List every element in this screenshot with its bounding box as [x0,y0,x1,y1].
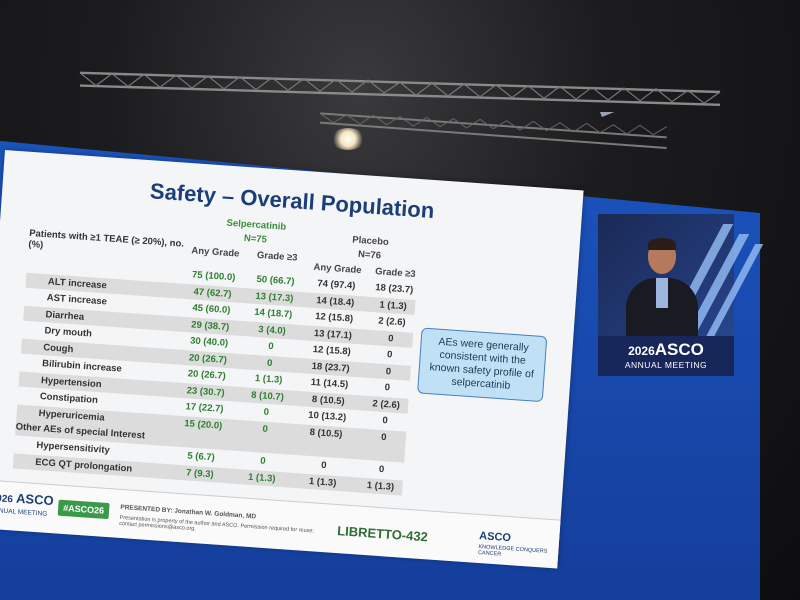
row-label: Hypertension [40,374,102,390]
table-cell: 11 (14.5) [310,376,349,391]
col-header-4: Grade ≥3 [374,266,416,280]
row-label-header: Patients with ≥1 TEAE (≥ 20%), no. (%) [28,227,185,251]
table-cell: 0 [267,340,274,353]
ceiling-truss-lower [319,112,667,149]
table-cell: 0 [386,349,393,361]
col-header-1: Any Grade [191,245,240,260]
table-cell: 12 (15.8) [312,343,352,358]
ceiling-truss [79,71,721,106]
row-label: Cough [42,341,74,355]
table-cell: 50 (66.7) [256,273,295,288]
table-cell: 47 (62.7) [193,286,232,300]
callout-box: AEs were generally consistent with the k… [417,327,548,403]
table-cell: 20 (26.7) [187,368,227,382]
table-cell: 0 [384,382,391,394]
table-cell: 20 (26.7) [188,351,228,366]
table-cell: 5 (6.7) [186,450,216,464]
row-label: Dry mouth [44,325,93,340]
table-cell: 8 (10.5) [309,426,343,440]
speaker-hair [648,238,676,250]
table-cell: 1 (1.3) [247,471,276,485]
row-label: Bilirubin increase [41,358,123,375]
table-cell: 45 (60.0) [192,302,231,317]
speaker-panel-subtitle: ANNUAL MEETING [624,360,708,370]
table-cell: 23 (30.7) [186,384,225,399]
table-cell: 0 [378,463,385,476]
stage-spotlight [330,128,366,150]
col-header-3: Any Grade [313,261,362,277]
table-cell: 0 [387,332,394,345]
table-cell: 0 [320,459,327,472]
table-cell: 2 (2.6) [372,397,401,411]
table-cell: 17 (22.7) [185,401,224,415]
table-cell: 0 [263,406,270,419]
table-cell: 10 (13.2) [307,409,347,424]
row-label: Hypersensitivity [36,439,111,457]
footer-meeting-sub: ANNUAL MEETING [0,506,48,518]
table-cell: 12 (15.8) [314,311,354,325]
table-cell: 0 [385,365,392,377]
table-cell: 1 (1.3) [254,373,283,386]
speaker-panel-brand: ASCO [654,340,704,359]
table-cell: 74 (97.4) [317,278,356,292]
table-cell: 1 (1.3) [308,475,337,489]
table-cell: 13 (17.1) [313,327,353,342]
speaker-shirt [656,278,668,308]
table-cell: 18 (23.7) [311,360,350,375]
table-cell: 0 [380,431,387,443]
row-label: AST increase [46,292,108,308]
row-label: Diarrhea [45,308,85,323]
table-cell: 75 (100.0) [191,269,236,284]
table-cell: 7 (9.3) [185,466,215,480]
table-cell: 0 [259,455,266,467]
row-label: ALT increase [47,275,108,291]
footer-notice: Presentation is property of the author a… [118,514,315,535]
speaker-video-panel: 2026ASCO ANNUAL MEETING [598,214,764,376]
table-cell: 1 (1.3) [379,299,408,312]
footer-hashtag: #ASCO26 [57,499,110,520]
presentation-slide: Safety – Overall Population Selpercatini… [0,150,584,569]
table-cell: 3 (4.0) [258,323,287,337]
footer-meeting-logo: 2026 ASCO [0,489,55,509]
footer-asco-logo: ASCO [478,530,512,545]
table-cell: 14 (18.4) [315,294,355,309]
col-header-2: Grade ≥3 [256,249,298,264]
table-cell: 30 (40.0) [189,335,229,350]
table-cell: 8 (10.7) [250,389,285,403]
table-cell: 0 [262,423,269,435]
table-cell: 15 (20.0) [183,417,223,432]
speaker-panel-year: 2026 [628,344,655,358]
table-cell: 0 [266,357,273,369]
table-cell: 13 (17.3) [255,290,294,304]
footer-meeting-year: 2026 [0,492,14,506]
row-label: Constipation [39,391,99,407]
trial-name: LIBRETTO-432 [336,523,429,545]
footer-asco-tagline: KNOWLEDGE CONQUERS CANCER [477,544,548,558]
table-cell: 8 (10.5) [311,393,346,407]
table-cell: 18 (23.7) [374,282,414,296]
table-cell: 29 (38.7) [190,318,230,333]
table-cell: 2 (2.6) [377,315,407,329]
table-cell: 14 (18.7) [253,306,293,321]
speaker-panel-logo: 2026ASCO [598,340,734,360]
speaker-panel-branding: 2026ASCO ANNUAL MEETING [598,336,734,376]
table-cell: 0 [382,414,389,427]
footer-meeting-brand: ASCO [15,490,55,509]
table-cell: 1 (1.3) [366,479,395,493]
